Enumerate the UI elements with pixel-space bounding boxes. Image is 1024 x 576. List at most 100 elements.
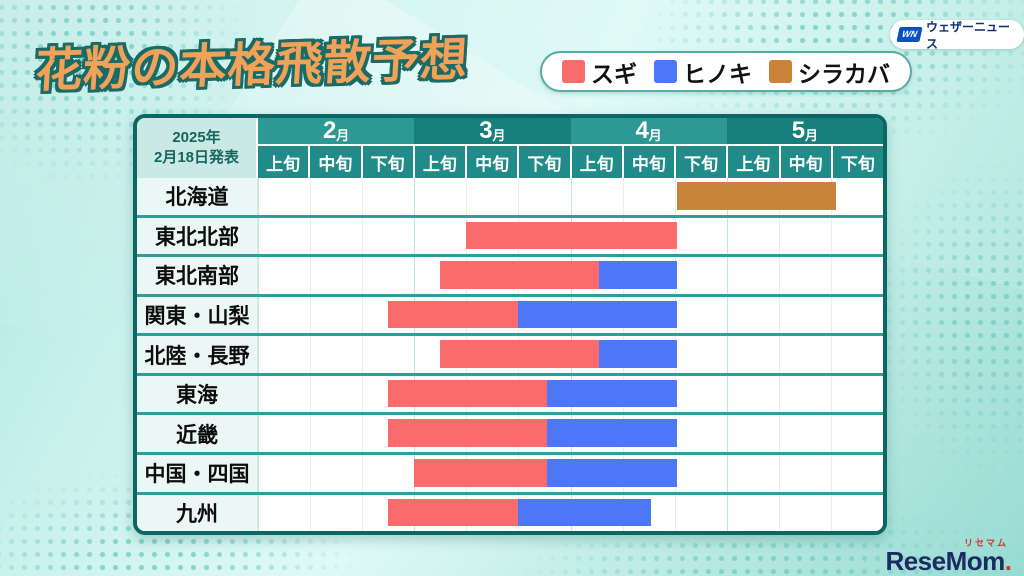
gridline (414, 257, 416, 294)
issued-date-cell: 2025年 2月18日発表 (137, 118, 258, 178)
gridline (674, 178, 676, 215)
gridline (726, 454, 728, 492)
gridline (310, 415, 312, 452)
legend-label-shirakaba: シラカバ (798, 60, 890, 87)
gridline (258, 257, 259, 294)
bar-sugi (466, 221, 678, 250)
row-timeline (258, 178, 883, 215)
gridline (310, 178, 312, 215)
row-timeline (258, 375, 883, 413)
issued-year: 2025年 (172, 128, 221, 146)
bar-hinoki (547, 419, 678, 447)
row-timeline (258, 336, 883, 373)
period-cell: 中旬 (310, 146, 363, 178)
gridline (726, 257, 728, 294)
weathernews-logo: WN ウェザーニュース (890, 19, 1024, 51)
region-label: 東北北部 (137, 217, 258, 255)
table-row: 東北北部 (137, 214, 883, 255)
table-row: 中国・四国 (137, 451, 883, 492)
month-unit: 月 (648, 127, 662, 143)
region-label: 中国・四国 (137, 454, 258, 492)
gridline (310, 375, 312, 413)
resemom-logo: リセマム ReseMom. (885, 539, 1012, 576)
gridline (622, 178, 624, 215)
gridline (362, 257, 364, 294)
table-row: 北陸・長野 (137, 333, 883, 373)
period-cell: 下旬 (362, 146, 415, 178)
gridline (310, 257, 312, 294)
gridline (310, 494, 312, 531)
bar-hinoki (518, 300, 678, 329)
region-label: 東北南部 (137, 257, 258, 294)
gridline (362, 375, 364, 413)
gridline (830, 336, 832, 373)
region-label: 近畿 (137, 415, 258, 452)
table-row: 近畿 (137, 412, 883, 452)
bar-hinoki (547, 458, 678, 487)
gridline (258, 178, 259, 215)
bar-sugi (388, 379, 548, 408)
gridline (726, 415, 728, 452)
period-cell: 中旬 (467, 146, 520, 178)
region-label: 東海 (137, 375, 258, 413)
gridline (726, 296, 728, 334)
gridline (258, 217, 259, 255)
bar-sugi (414, 458, 548, 487)
legend-item-shirakaba: シラカバ (769, 55, 890, 89)
bar-sugi (388, 419, 548, 447)
resemom-dot: . (1004, 546, 1012, 576)
month-unit: 月 (336, 127, 350, 143)
legend-swatch-shirakaba (769, 60, 792, 83)
gridline (414, 336, 416, 373)
gridline (310, 336, 312, 373)
bar-sugi (388, 300, 519, 329)
period-cell: 上旬 (728, 146, 781, 178)
gridline (362, 336, 364, 373)
period-row: 上旬 中旬 下旬 上旬 中旬 下旬 上旬 中旬 下旬 上旬 中旬 下旬 (258, 144, 883, 178)
period-cell: 上旬 (414, 146, 467, 178)
gridline (362, 296, 364, 334)
region-label: 北海道 (137, 178, 258, 215)
period-cell: 下旬 (519, 146, 572, 178)
gridline (570, 178, 572, 215)
gridline (258, 336, 259, 373)
table-row: 九州 (137, 491, 883, 531)
weathernews-name: ウェザーニュース (926, 19, 1011, 51)
bar-shirakaba (677, 182, 837, 210)
resemom-wordmark: ReseMom (885, 546, 1005, 576)
gridline (362, 454, 364, 492)
legend-swatch-sugi (562, 60, 585, 83)
gridline (518, 178, 520, 215)
period-cell: 下旬 (832, 146, 883, 178)
gridline (778, 296, 780, 334)
period-cell: 中旬 (623, 146, 676, 178)
gridline (258, 454, 259, 492)
gridline (778, 375, 780, 413)
gridline (362, 494, 364, 531)
bar-sugi (440, 340, 600, 368)
bar-hinoki (599, 261, 678, 289)
gridline (310, 454, 312, 492)
gridline (778, 336, 780, 373)
row-timeline (258, 415, 883, 452)
legend-swatch-hinoki (654, 60, 677, 83)
legend-label-sugi: スギ (591, 60, 637, 87)
gridline (830, 494, 832, 531)
month-unit: 月 (805, 127, 819, 143)
gridline (258, 296, 259, 334)
gridline (830, 415, 832, 452)
bar-hinoki (547, 379, 678, 408)
region-label: 関東・山梨 (137, 296, 258, 334)
row-timeline (258, 494, 883, 531)
legend-label-hinoki: ヒノキ (683, 60, 752, 87)
gridline (362, 178, 364, 215)
bar-sugi (440, 261, 600, 289)
page-title: 花粉の本格飛散予想 (33, 32, 470, 97)
